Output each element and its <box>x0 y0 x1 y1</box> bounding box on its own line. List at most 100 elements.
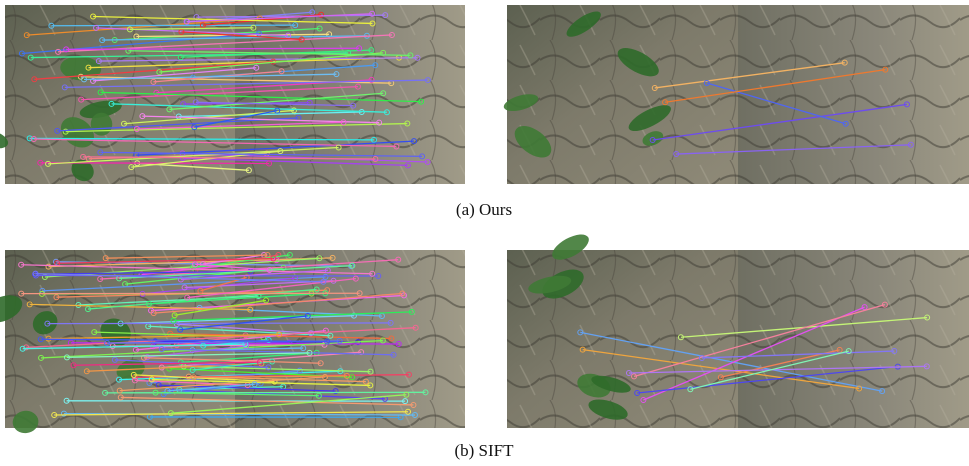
match-line <box>65 122 408 133</box>
keypoint <box>349 262 356 269</box>
leaf <box>628 105 671 132</box>
match-line <box>98 57 418 62</box>
keypoint <box>882 66 889 73</box>
keypoint <box>48 22 55 29</box>
match-line <box>161 348 394 356</box>
keypoint <box>102 389 109 396</box>
match-line <box>628 365 927 374</box>
match-line <box>133 374 275 383</box>
keypoint <box>375 272 382 279</box>
keypoint <box>395 341 402 348</box>
match-line <box>119 370 341 381</box>
keypoint <box>52 258 59 265</box>
keypoint <box>418 98 425 105</box>
match-line <box>88 56 400 69</box>
match-line <box>128 50 411 57</box>
keypoint <box>108 100 115 107</box>
match-line <box>720 349 840 378</box>
keypoint <box>262 297 269 304</box>
keypoint <box>673 151 680 158</box>
keypoint <box>191 124 198 131</box>
match-line <box>57 117 299 132</box>
match-line <box>174 299 267 316</box>
match-line <box>182 157 408 167</box>
keypoint <box>160 391 167 398</box>
keypoint <box>845 348 852 355</box>
keypoint <box>352 275 359 282</box>
keypoint <box>18 261 25 268</box>
keypoint <box>116 376 123 383</box>
match-line <box>143 357 321 364</box>
keypoint <box>424 77 431 84</box>
keypoint <box>90 77 97 84</box>
match-line <box>706 82 846 125</box>
match-line <box>29 137 374 141</box>
match-line <box>187 277 356 299</box>
keypoint <box>369 20 376 27</box>
keypoint <box>171 312 178 319</box>
match-line <box>192 360 273 371</box>
keypoint <box>322 327 329 334</box>
leaf <box>0 295 23 323</box>
match-line <box>21 32 260 55</box>
keypoint <box>903 101 910 108</box>
keypoint <box>879 388 886 395</box>
match-line <box>167 383 255 392</box>
match-line <box>48 333 280 340</box>
keypoint <box>97 89 104 96</box>
keypoint <box>717 374 724 381</box>
keypoint <box>111 356 118 363</box>
keypoint <box>255 30 262 37</box>
leaf <box>528 275 572 294</box>
match-line <box>159 52 384 73</box>
keypoint <box>140 354 147 361</box>
keypoint <box>677 334 684 341</box>
keypoint <box>139 113 146 120</box>
match-line <box>51 24 296 27</box>
keypoint <box>70 362 77 369</box>
keypoint <box>133 125 140 132</box>
keypoint <box>23 32 30 39</box>
match-line <box>633 304 886 378</box>
match-line <box>170 389 385 400</box>
keypoint <box>382 12 389 19</box>
match-line <box>48 146 339 165</box>
match-line <box>119 264 353 280</box>
keypoint <box>340 119 347 126</box>
keypoint <box>128 164 135 171</box>
keypoint <box>247 306 254 313</box>
keypoint <box>19 345 26 352</box>
leaf <box>566 11 601 37</box>
match-line <box>580 331 883 392</box>
keypoint <box>38 354 45 361</box>
keypoint <box>410 401 417 408</box>
keypoint <box>367 368 374 375</box>
match-line <box>151 378 371 387</box>
keypoint <box>410 138 417 145</box>
keypoint <box>126 26 133 33</box>
match-line <box>643 306 865 401</box>
match-line <box>26 327 416 349</box>
keypoint <box>181 284 188 291</box>
panels <box>0 5 969 434</box>
keypoint <box>368 47 375 54</box>
keypoint <box>403 391 410 398</box>
keypoint <box>408 308 415 315</box>
keypoint <box>177 54 184 61</box>
match-line <box>173 311 412 322</box>
keypoint <box>625 370 632 377</box>
keypoint <box>390 351 397 358</box>
match-line <box>73 361 260 366</box>
keypoint <box>356 290 363 297</box>
keypoint <box>881 301 888 308</box>
match-line <box>169 92 384 111</box>
keypoint <box>327 332 334 339</box>
match-line <box>120 315 354 325</box>
match-line <box>153 292 403 314</box>
keypoint <box>192 99 199 106</box>
keypoint <box>286 252 293 258</box>
match-line <box>96 27 289 37</box>
keypoint <box>318 11 325 18</box>
keypoint <box>91 329 98 336</box>
keypoint <box>404 162 411 169</box>
